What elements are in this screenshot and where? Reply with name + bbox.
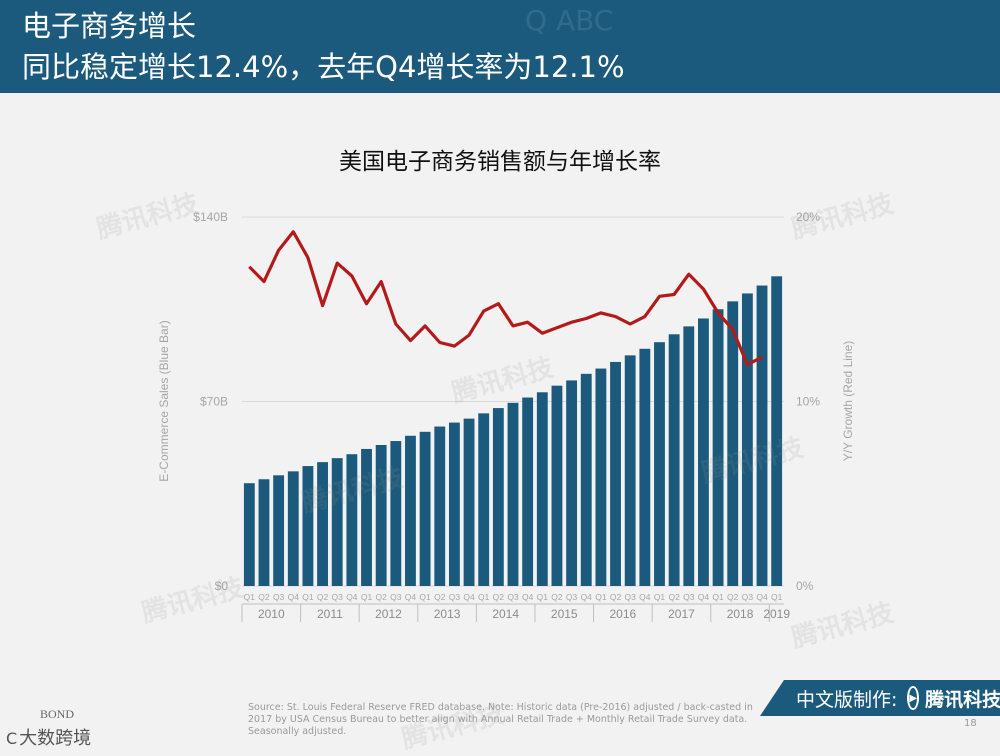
quarter-label: Q4 [522, 592, 534, 602]
quarter-label: Q4 [405, 592, 417, 602]
year-label-2014: 2014 [492, 607, 519, 621]
bar-30 [683, 326, 694, 586]
quarter-label: Q4 [581, 592, 593, 602]
quarter-label: Q1 [712, 592, 724, 602]
quarter-label: Q2 [668, 592, 680, 602]
bar-29 [669, 334, 680, 586]
page-number: 18 [964, 718, 977, 729]
quarter-label: Q2 [551, 592, 563, 602]
bar-14 [449, 423, 460, 586]
quarter-label: Q2 [434, 592, 446, 602]
bar-12 [420, 432, 431, 586]
quarter-label: Q4 [756, 592, 768, 602]
quarter-label: Q2 [493, 592, 505, 602]
source-note: Source: St. Louis Federal Reserve FRED d… [248, 702, 768, 738]
bar-16 [478, 413, 489, 586]
y-right-axis-title: Y/Y Growth (Red Line) [841, 341, 855, 462]
quarter-label: Q4 [698, 592, 710, 602]
quarter-label: Q1 [537, 592, 549, 602]
quarter-label: Q1 [478, 592, 490, 602]
quarter-label: Q2 [317, 592, 329, 602]
quarter-label: Q1 [595, 592, 607, 602]
bar-18 [508, 403, 519, 586]
quarter-label: Q1 [771, 592, 783, 602]
tencent-logo-icon: ▶ [907, 686, 919, 710]
bar-17 [493, 408, 504, 586]
bar-13 [434, 427, 445, 586]
year-label-2012: 2012 [375, 607, 402, 621]
bar-23 [581, 374, 592, 586]
y-right-tick-label: 10% [796, 395, 820, 409]
quarter-label: Q3 [332, 592, 344, 602]
year-label-2010: 2010 [258, 607, 285, 621]
bottom-left-logo-text: 大数跨境 [19, 728, 91, 749]
quarter-label: Q3 [449, 592, 461, 602]
quarter-label: Q2 [258, 592, 270, 602]
y-left-axis-title: E-Commerce Sales (Blue Bar) [157, 320, 171, 481]
bar-28 [654, 342, 665, 586]
bar-26 [625, 355, 636, 586]
quarter-label: Q3 [390, 592, 402, 602]
y-right-tick-label: 0% [796, 579, 814, 593]
quarter-label: Q2 [727, 592, 739, 602]
made-by-label: 中文版制作: [796, 685, 897, 712]
bar-2 [273, 475, 284, 586]
quarter-label: Q4 [463, 592, 475, 602]
quarter-label: Q3 [742, 592, 754, 602]
bar-3 [288, 471, 299, 586]
made-by-badge: 中文版制作: ▶ 腾讯科技 [760, 680, 1000, 716]
quarter-label: Q2 [610, 592, 622, 602]
quarter-label: Q3 [683, 592, 695, 602]
bar-21 [552, 386, 563, 586]
quarter-label: Q3 [625, 592, 637, 602]
bar-25 [610, 362, 621, 586]
y-left-tick-label: $70B [200, 395, 228, 409]
quarter-label: Q3 [566, 592, 578, 602]
brand-name: 腾讯科技 [925, 685, 1000, 712]
play-glyph: ▶ [909, 693, 917, 704]
quarter-label: Q1 [419, 592, 431, 602]
year-label-2013: 2013 [434, 607, 461, 621]
quarter-label: Q1 [302, 592, 314, 602]
year-label-2018: 2018 [727, 607, 754, 621]
quarter-label: Q4 [346, 592, 358, 602]
quarter-label: Q3 [507, 592, 519, 602]
quarter-label: Q2 [375, 592, 387, 602]
bottom-left-logo-icon: C [6, 729, 17, 748]
quarter-label: Q3 [273, 592, 285, 602]
bar-22 [566, 380, 577, 586]
bar-11 [405, 436, 416, 586]
bar-20 [537, 392, 548, 586]
year-label-2016: 2016 [610, 607, 637, 621]
quarter-label: Q4 [639, 592, 651, 602]
quarter-label: Q1 [361, 592, 373, 602]
quarter-label: Q1 [654, 592, 666, 602]
bar-24 [595, 369, 606, 586]
year-label-2017: 2017 [668, 607, 695, 621]
bar-19 [522, 398, 533, 586]
bond-logo: BOND [40, 707, 74, 722]
year-label-2015: 2015 [551, 607, 578, 621]
bar-15 [464, 419, 475, 586]
bar-27 [639, 349, 650, 586]
bar-1 [259, 479, 270, 586]
quarter-label: Q4 [288, 592, 300, 602]
year-label-2011: 2011 [317, 607, 343, 621]
bar-0 [244, 483, 255, 586]
